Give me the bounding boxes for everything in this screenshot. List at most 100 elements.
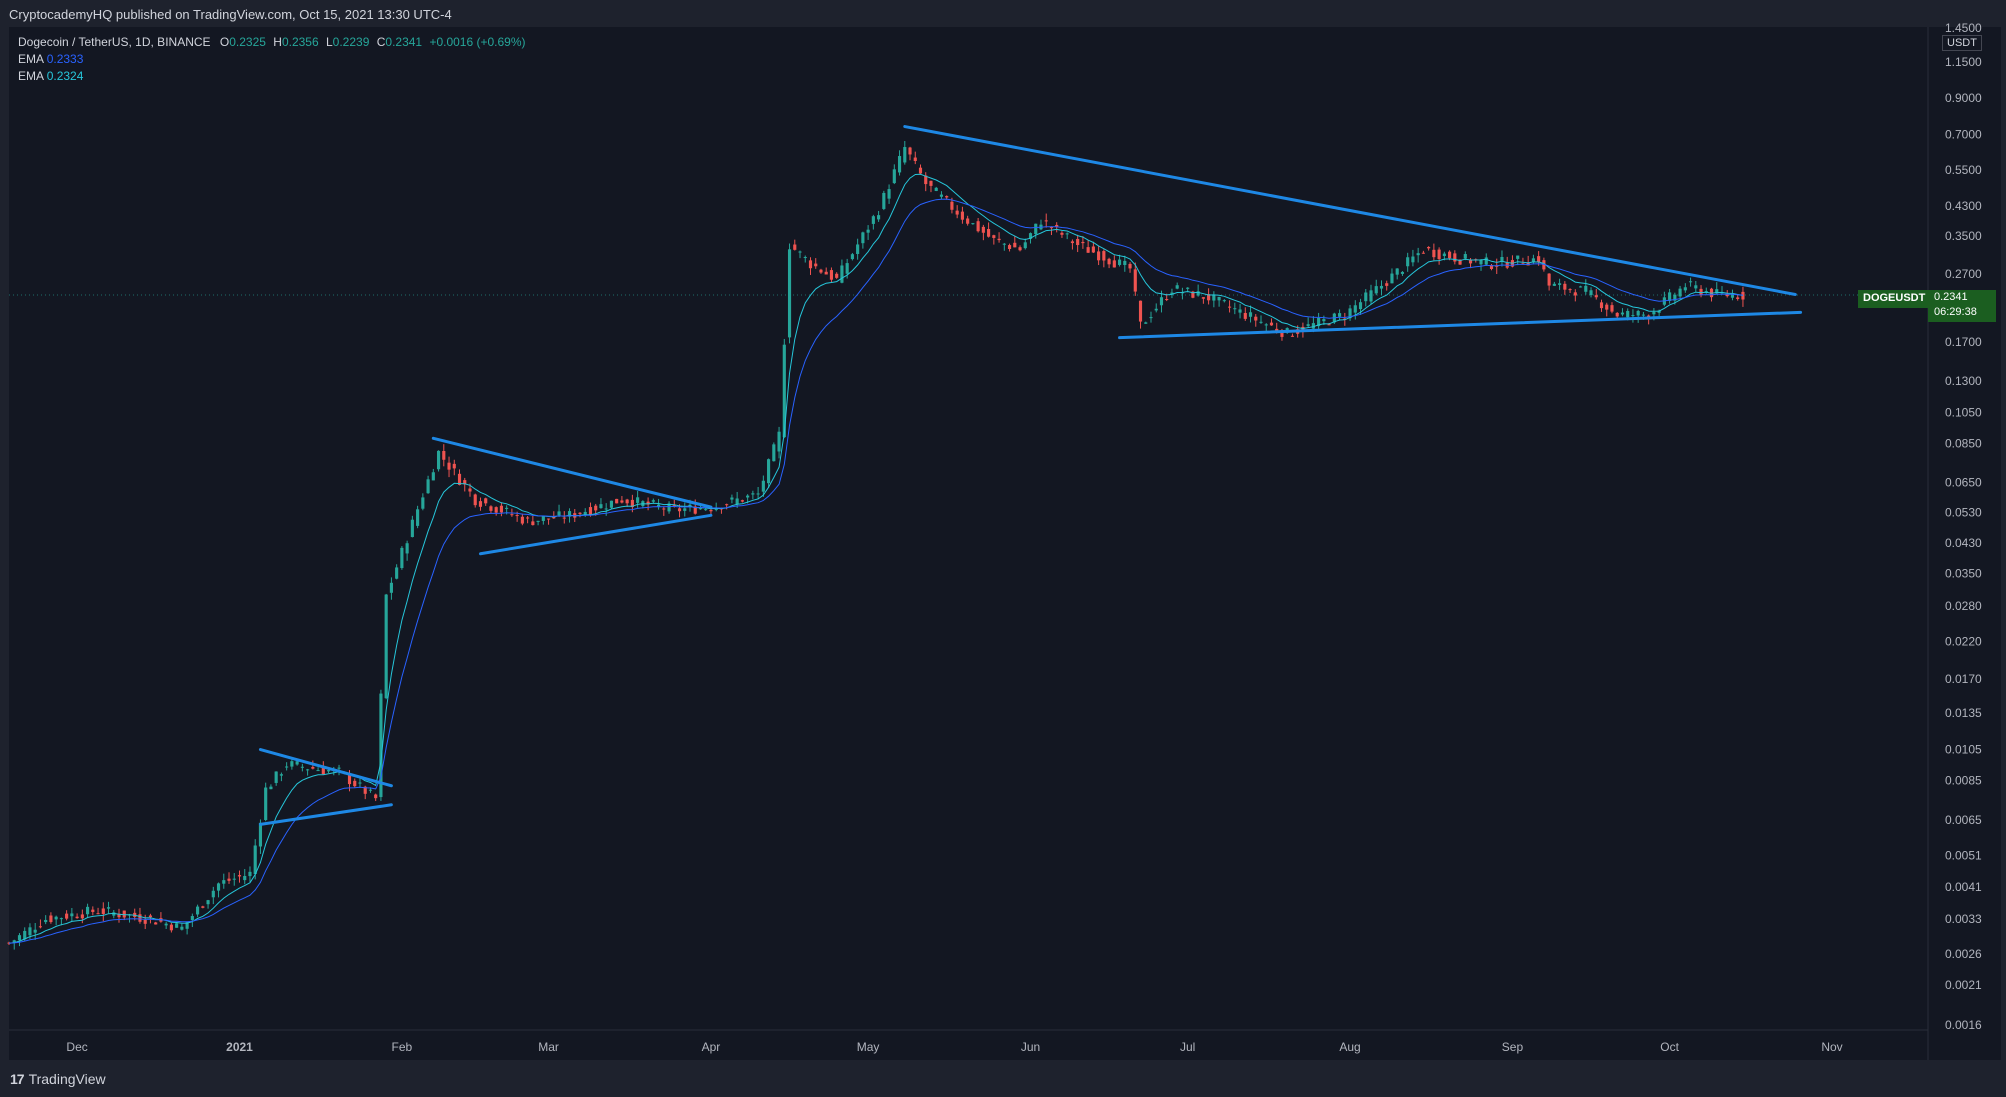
candle-body [971, 223, 975, 225]
candle-body [1311, 323, 1315, 329]
candle-body [80, 914, 84, 919]
chart-frame[interactable] [9, 27, 2001, 1060]
ema-slow-line [8, 198, 1743, 944]
candle-body [384, 594, 388, 699]
candle-body [431, 472, 435, 481]
high-value: 0.2356 [281, 35, 319, 49]
candle-body [1741, 291, 1745, 300]
candle-body [1207, 294, 1211, 301]
candle-body [693, 506, 697, 514]
candle-body [683, 508, 687, 511]
candle-body [630, 499, 634, 508]
x-tick-label: May [857, 1040, 880, 1054]
candle-body [1479, 259, 1483, 265]
candle-body [871, 216, 875, 224]
candle-body [829, 270, 834, 280]
candle-body [347, 774, 352, 785]
tradingview-logo[interactable]: 17 TradingView [10, 1071, 106, 1087]
candle-body [1668, 292, 1672, 301]
candle-body [112, 912, 116, 916]
candle-body [1725, 294, 1729, 297]
candle-body [1165, 299, 1169, 301]
candle-body [1427, 246, 1431, 249]
candle-body [515, 515, 519, 517]
candle-body [154, 922, 158, 925]
candle-body [1516, 255, 1520, 259]
candle-body [1599, 302, 1604, 309]
candle-body [819, 269, 823, 273]
candle-body [1374, 286, 1378, 294]
candle-body [405, 543, 409, 554]
candle-body [1290, 335, 1295, 337]
y-tick-label: 0.0170 [1945, 672, 1982, 686]
candle-body [578, 512, 582, 514]
candle-body [285, 766, 289, 768]
candle-body [1233, 308, 1237, 310]
candle-body [122, 910, 126, 918]
candle-body [677, 508, 682, 512]
candle-body [1615, 312, 1619, 317]
candle-body [416, 509, 420, 526]
low-value: 0.2239 [332, 35, 370, 49]
candle-body [38, 926, 43, 928]
ema-row-2[interactable]: EMA 0.2324 [18, 68, 530, 85]
y-tick-label: 0.0021 [1945, 978, 1982, 992]
candle-body [1343, 318, 1347, 320]
candle-body [164, 923, 168, 926]
candle-body [704, 509, 708, 511]
candle-body [201, 906, 205, 908]
candle-body [1002, 243, 1006, 245]
publish-info: CryptocademyHQ published on TradingView.… [9, 7, 452, 22]
candle-body [1358, 302, 1363, 310]
candle-body [604, 508, 608, 510]
candle-body [803, 256, 807, 258]
y-tick-label: 0.9000 [1945, 91, 1982, 105]
candle-body [96, 913, 100, 915]
open-value: 0.2325 [229, 35, 266, 49]
candle-body [987, 229, 991, 237]
candle-body [1081, 241, 1085, 244]
candle-body [1605, 304, 1609, 310]
candle-body [478, 501, 483, 507]
candle-body [756, 493, 760, 495]
candle-body [835, 273, 839, 278]
candle-body [636, 497, 640, 503]
candle-body [1683, 287, 1687, 291]
candle-body [1736, 297, 1740, 299]
candle-body [311, 766, 315, 769]
candle-body [489, 506, 493, 511]
candle-body [473, 494, 477, 506]
trendline [431, 436, 713, 509]
candle-body [960, 211, 964, 220]
candle-body [1076, 238, 1080, 246]
candle-body [746, 495, 750, 498]
candle-body [1631, 315, 1635, 317]
tradingview-logo-icon: 17 [10, 1071, 25, 1087]
candle-body [148, 915, 153, 918]
candle-body [243, 875, 247, 881]
candle-body [1170, 292, 1174, 294]
ema-row-1[interactable]: EMA 0.2333 [18, 51, 530, 68]
candle-body [1248, 312, 1253, 317]
y-tick-label: 0.0016 [1945, 1018, 1982, 1032]
candle-body [1007, 245, 1012, 250]
candle-body [1385, 283, 1389, 286]
candle-body [1468, 260, 1473, 264]
y-tick-label: 0.0280 [1945, 599, 1982, 613]
candle-body [232, 878, 236, 880]
currency-unit[interactable]: USDT [1942, 35, 1982, 51]
candle-body [1369, 290, 1373, 302]
candle-body [1489, 265, 1494, 269]
candle-body [599, 504, 603, 509]
candle-body [1688, 281, 1693, 283]
close-value: 0.2341 [385, 35, 423, 49]
trendline [478, 513, 713, 556]
candle-body [1201, 297, 1205, 299]
candle-body [924, 175, 928, 185]
candle-body [945, 196, 949, 198]
candle-body [1212, 294, 1216, 301]
candle-body [1112, 260, 1116, 268]
candle-body [222, 880, 226, 884]
y-tick-label: 0.0105 [1945, 743, 1982, 757]
